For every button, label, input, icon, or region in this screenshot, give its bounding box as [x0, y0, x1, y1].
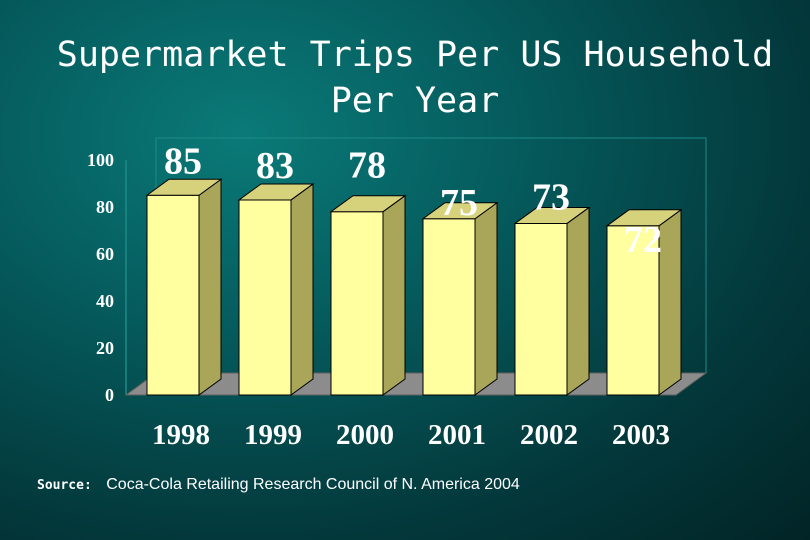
x-tick-label: 1999: [244, 419, 302, 451]
y-tick-label: 40: [96, 291, 114, 311]
bar-top: [329, 195, 407, 213]
x-tick-label: 1998: [152, 419, 210, 451]
data-label: 78: [348, 145, 386, 187]
bar-side: [474, 201, 498, 396]
x-tick-label: 2003: [612, 419, 670, 451]
bar: [422, 218, 476, 396]
source-label: Source:: [37, 478, 92, 493]
title-line-1: Supermarket Trips Per US Household: [56, 35, 774, 75]
y-tick-label: 0: [105, 385, 114, 405]
data-label: 85: [164, 140, 202, 182]
bar-top: [421, 202, 499, 220]
data-label: 75: [440, 182, 478, 224]
bar-side: [382, 194, 406, 396]
bar: [238, 199, 292, 396]
source-note: Source: Coca-Cola Retailing Research Cou…: [37, 476, 520, 494]
bar: [330, 211, 384, 396]
bar-side: [290, 182, 314, 396]
x-tick-label: 2002: [520, 419, 578, 451]
y-tick-label: 20: [96, 338, 114, 358]
bar: [514, 222, 568, 396]
x-tick-label: 2001: [428, 419, 486, 451]
y-tick-label: 100: [87, 150, 114, 170]
bar-side: [566, 206, 590, 396]
bar-top: [605, 209, 683, 227]
chart-title: Supermarket Trips Per US Household Per Y…: [0, 32, 810, 124]
bar-top: [145, 178, 223, 196]
y-tick-label: 80: [96, 197, 114, 217]
y-tick-label: 60: [96, 244, 114, 264]
data-label: 83: [256, 145, 294, 187]
bar-side: [198, 178, 222, 396]
source-text: Coca-Cola Retailing Research Council of …: [106, 476, 520, 493]
data-label: 72: [624, 219, 662, 261]
data-label: 73: [532, 176, 570, 218]
bar: [606, 225, 660, 396]
bar: [146, 194, 200, 396]
bar-top: [513, 206, 591, 224]
bar-top: [237, 183, 315, 201]
x-tick-label: 2000: [336, 419, 394, 451]
bar-side: [658, 208, 682, 396]
title-line-2: Per Year: [330, 81, 500, 121]
